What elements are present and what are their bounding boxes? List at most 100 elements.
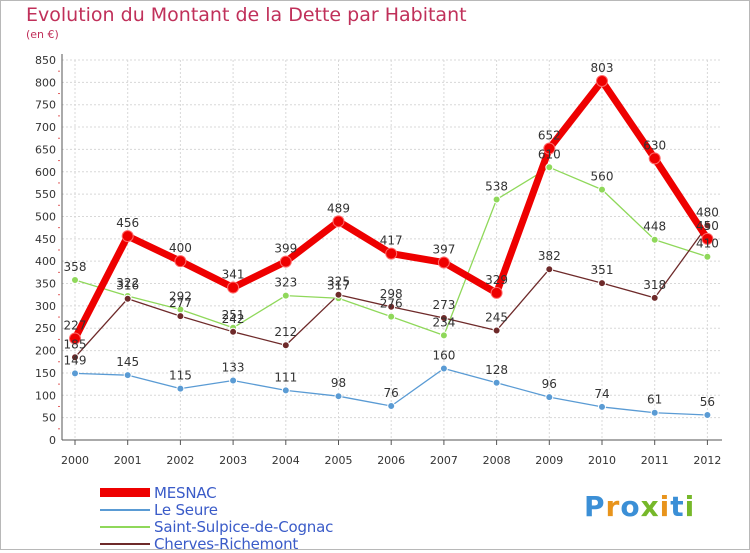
legend-label: Le Seure: [154, 500, 218, 519]
data-point: [71, 275, 79, 284]
data-point: [387, 312, 396, 321]
y-tick-label: 100: [35, 389, 56, 402]
legend-label: Saint-Sulpice-de-Cognac: [154, 517, 334, 536]
data-label: 410: [696, 237, 719, 251]
data-point: [439, 313, 448, 322]
data-point: [648, 152, 661, 165]
data-label: 74: [594, 387, 609, 401]
legend-label: MESNAC: [154, 483, 217, 502]
data-point: [387, 402, 396, 411]
data-point: [650, 293, 659, 302]
data-label: 351: [591, 263, 614, 277]
legend-item: Le Seure: [100, 500, 333, 519]
data-label: 480: [696, 205, 719, 219]
chart-unit: (en €): [26, 28, 59, 41]
data-point: [385, 247, 398, 260]
data-label: 145: [116, 355, 139, 369]
data-label: 382: [538, 249, 561, 263]
data-label: 610: [538, 147, 561, 161]
data-label: 115: [169, 369, 192, 383]
data-label: 397: [432, 243, 455, 257]
y-tick-label: 750: [35, 99, 56, 112]
data-label: 317: [327, 278, 350, 292]
data-point: [332, 215, 345, 228]
data-label: 630: [643, 138, 666, 152]
data-point: [439, 364, 448, 373]
data-point: [69, 332, 81, 345]
data-point: [492, 326, 501, 335]
data-point: [437, 256, 450, 269]
data-label: 133: [222, 361, 245, 375]
legend-item: Saint-Sulpice-de-Cognac: [100, 517, 334, 536]
data-point: [492, 378, 501, 387]
data-label: 61: [647, 393, 662, 407]
data-point: [387, 302, 396, 311]
data-label: 316: [116, 279, 139, 293]
data-label: 417: [380, 234, 403, 248]
data-label: 277: [169, 296, 192, 310]
data-point: [281, 291, 290, 300]
x-tick-label: 2006: [377, 454, 405, 467]
data-point: [176, 384, 185, 393]
legend-swatch: [100, 525, 150, 528]
data-point: [176, 312, 185, 321]
data-point: [545, 163, 554, 172]
data-point: [229, 376, 238, 385]
y-tick-label: 850: [35, 54, 56, 67]
y-tick-label: 600: [35, 166, 56, 179]
y-tick-label: 50: [42, 412, 56, 425]
data-point: [281, 386, 290, 395]
x-tick-label: 2009: [535, 454, 563, 467]
data-label: 227: [64, 319, 87, 333]
data-point: [71, 353, 79, 362]
x-tick-label: 2012: [693, 454, 721, 467]
data-label: 245: [485, 310, 508, 324]
data-point: [229, 327, 238, 336]
data-label: 160: [432, 348, 455, 362]
data-label: 273: [432, 298, 455, 312]
data-point: [545, 393, 554, 402]
x-tick-label: 2002: [166, 454, 194, 467]
data-point: [334, 290, 343, 299]
y-tick-label: 0: [49, 434, 56, 447]
y-tick-label: 400: [35, 255, 56, 268]
data-label: 292: [169, 289, 192, 303]
data-label: 276: [380, 297, 403, 311]
legend: MESNAC Le Seure Saint-Sulpice-de-Cognac Che…: [100, 483, 334, 553]
data-point: [545, 265, 554, 274]
y-tick-label: 700: [35, 121, 56, 134]
data-point: [703, 410, 712, 419]
y-tick-label: 450: [35, 233, 56, 246]
data-label: 448: [643, 220, 666, 234]
data-label: 323: [274, 276, 297, 290]
x-tick-label: 2000: [61, 454, 89, 467]
data-point: [598, 402, 606, 411]
data-label: 560: [591, 170, 614, 184]
y-tick-label: 500: [35, 210, 56, 223]
chart-title: Evolution du Montant de la Dette par Hab…: [26, 4, 467, 26]
data-point: [490, 286, 503, 299]
data-point: [281, 341, 290, 350]
x-tick-label: 2003: [219, 454, 247, 467]
data-label: 341: [222, 268, 245, 282]
data-point: [701, 232, 714, 245]
data-label: 98: [331, 376, 346, 390]
data-point: [543, 142, 556, 155]
data-label: 76: [384, 386, 399, 400]
y-tick-label: 550: [35, 188, 56, 201]
data-label: 400: [169, 241, 192, 255]
data-point: [598, 185, 606, 194]
data-label: 96: [542, 377, 557, 391]
y-tick-label: 300: [35, 300, 56, 313]
data-point: [703, 252, 712, 261]
data-label: 242: [222, 312, 245, 326]
data-label: 318: [643, 278, 666, 292]
data-point: [71, 369, 79, 378]
x-tick-label: 2001: [114, 454, 142, 467]
data-label: 128: [485, 363, 508, 377]
proxiti-logo: Proxiti: [584, 490, 696, 523]
x-tick-label: 2007: [430, 454, 458, 467]
legend-label: Cherves-Richemont: [154, 534, 299, 553]
y-tick-label: 350: [35, 278, 56, 291]
